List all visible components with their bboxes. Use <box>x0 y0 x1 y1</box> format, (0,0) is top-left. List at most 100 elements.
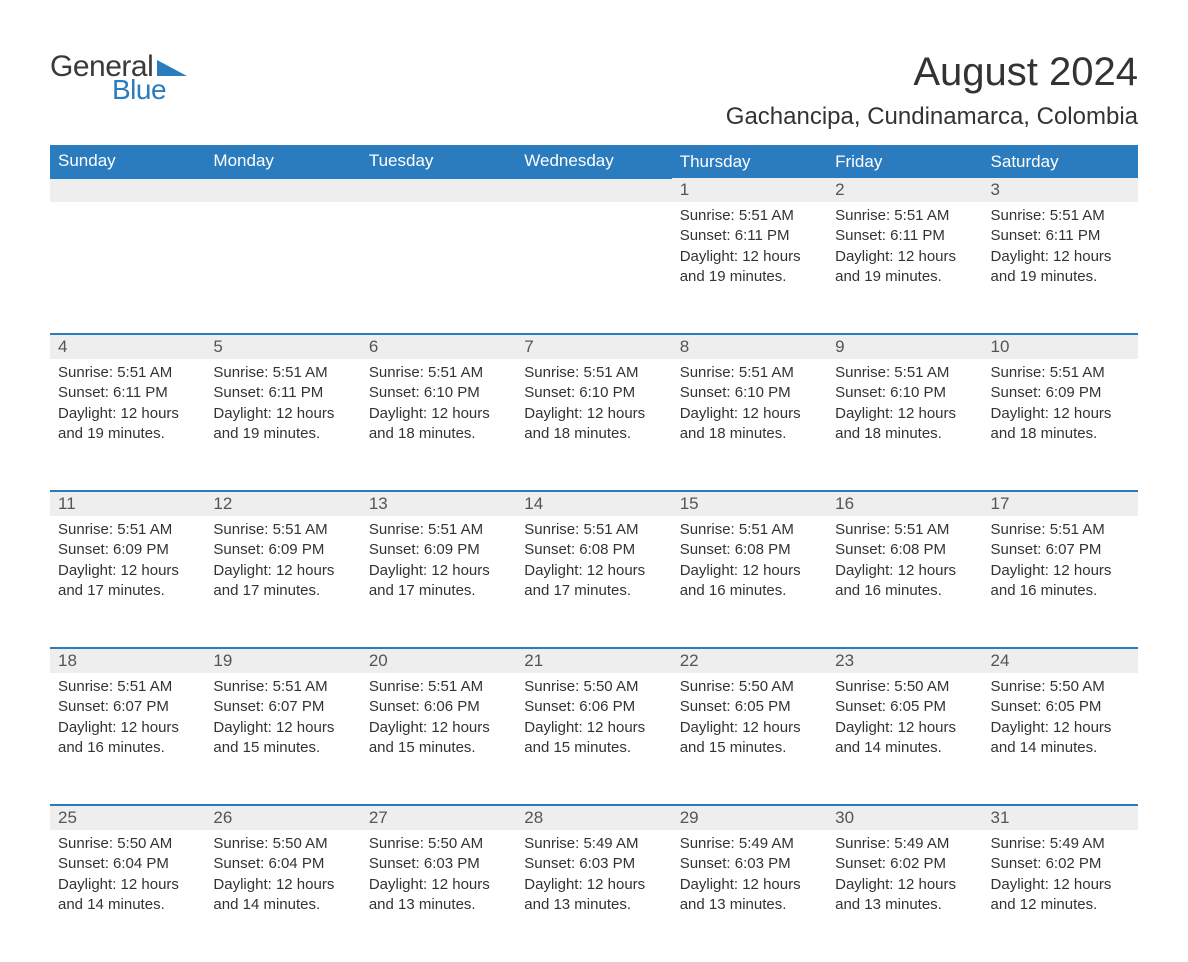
sunset-line: Sunset: 6:03 PM <box>369 854 508 874</box>
sunrise-line: Sunrise: 5:49 AM <box>524 834 663 854</box>
sunrise-line: Sunrise: 5:50 AM <box>835 677 974 697</box>
day-details-cell: Sunrise: 5:51 AMSunset: 6:08 PMDaylight:… <box>827 516 982 648</box>
sunset-line: Sunset: 6:06 PM <box>369 697 508 717</box>
day-number-cell: 17 <box>983 491 1138 516</box>
sunrise-line: Sunrise: 5:51 AM <box>991 363 1130 383</box>
day-details: Sunrise: 5:51 AMSunset: 6:11 PMDaylight:… <box>205 359 360 458</box>
daylight-line: Daylight: 12 hours and 16 minutes. <box>58 718 197 759</box>
day-details-cell: Sunrise: 5:51 AMSunset: 6:11 PMDaylight:… <box>50 359 205 491</box>
sunset-line: Sunset: 6:08 PM <box>524 540 663 560</box>
daylight-line: Daylight: 12 hours and 18 minutes. <box>835 404 974 445</box>
sunset-line: Sunset: 6:04 PM <box>213 854 352 874</box>
day-number-cell: 23 <box>827 648 982 673</box>
day-details-cell: Sunrise: 5:51 AMSunset: 6:07 PMDaylight:… <box>205 673 360 805</box>
day-details: Sunrise: 5:51 AMSunset: 6:11 PMDaylight:… <box>672 202 827 301</box>
sunset-line: Sunset: 6:09 PM <box>991 383 1130 403</box>
day-number-cell: 18 <box>50 648 205 673</box>
day-details: Sunrise: 5:51 AMSunset: 6:09 PMDaylight:… <box>361 516 516 615</box>
daylight-line: Daylight: 12 hours and 14 minutes. <box>58 875 197 916</box>
day-details: Sunrise: 5:51 AMSunset: 6:07 PMDaylight:… <box>205 673 360 772</box>
daynum-row: 18192021222324 <box>50 648 1138 673</box>
sunset-line: Sunset: 6:09 PM <box>213 540 352 560</box>
day-number-cell: 11 <box>50 491 205 516</box>
daylight-line: Daylight: 12 hours and 18 minutes. <box>991 404 1130 445</box>
day-details: Sunrise: 5:51 AMSunset: 6:10 PMDaylight:… <box>361 359 516 458</box>
col-header: Tuesday <box>361 145 516 178</box>
col-header: Sunday <box>50 145 205 178</box>
sunrise-line: Sunrise: 5:51 AM <box>680 520 819 540</box>
sunrise-line: Sunrise: 5:49 AM <box>991 834 1130 854</box>
col-header: Friday <box>827 145 982 178</box>
day-details-cell: Sunrise: 5:49 AMSunset: 6:02 PMDaylight:… <box>827 830 982 962</box>
day-number-cell: 8 <box>672 334 827 359</box>
daynum-row: 25262728293031 <box>50 805 1138 830</box>
day-details: Sunrise: 5:49 AMSunset: 6:02 PMDaylight:… <box>827 830 982 929</box>
sunrise-line: Sunrise: 5:51 AM <box>991 206 1130 226</box>
sunset-line: Sunset: 6:07 PM <box>991 540 1130 560</box>
sunset-line: Sunset: 6:11 PM <box>991 226 1130 246</box>
day-number-cell: 2 <box>827 178 982 202</box>
sunset-line: Sunset: 6:04 PM <box>58 854 197 874</box>
sunset-line: Sunset: 6:10 PM <box>524 383 663 403</box>
sunset-line: Sunset: 6:09 PM <box>58 540 197 560</box>
day-details-cell: Sunrise: 5:51 AMSunset: 6:11 PMDaylight:… <box>827 202 982 334</box>
sunrise-line: Sunrise: 5:51 AM <box>680 363 819 383</box>
day-details: Sunrise: 5:50 AMSunset: 6:05 PMDaylight:… <box>672 673 827 772</box>
day-details-cell <box>361 202 516 334</box>
sunset-line: Sunset: 6:10 PM <box>369 383 508 403</box>
day-details-cell: Sunrise: 5:49 AMSunset: 6:03 PMDaylight:… <box>672 830 827 962</box>
day-number-cell: 25 <box>50 805 205 830</box>
sunset-line: Sunset: 6:10 PM <box>680 383 819 403</box>
day-details-cell: Sunrise: 5:51 AMSunset: 6:07 PMDaylight:… <box>983 516 1138 648</box>
day-details-cell: Sunrise: 5:50 AMSunset: 6:05 PMDaylight:… <box>983 673 1138 805</box>
day-details: Sunrise: 5:51 AMSunset: 6:11 PMDaylight:… <box>50 359 205 458</box>
day-number-cell: 29 <box>672 805 827 830</box>
calendar-header-row: Sunday Monday Tuesday Wednesday Thursday… <box>50 145 1138 178</box>
day-number-cell: 9 <box>827 334 982 359</box>
day-number-cell: 15 <box>672 491 827 516</box>
day-details: Sunrise: 5:50 AMSunset: 6:03 PMDaylight:… <box>361 830 516 929</box>
day-details-cell: Sunrise: 5:51 AMSunset: 6:06 PMDaylight:… <box>361 673 516 805</box>
day-details-cell: Sunrise: 5:51 AMSunset: 6:10 PMDaylight:… <box>361 359 516 491</box>
daylight-line: Daylight: 12 hours and 16 minutes. <box>991 561 1130 602</box>
daylight-line: Daylight: 12 hours and 17 minutes. <box>213 561 352 602</box>
sunrise-line: Sunrise: 5:51 AM <box>835 520 974 540</box>
sunrise-line: Sunrise: 5:51 AM <box>680 206 819 226</box>
day-number-cell: 20 <box>361 648 516 673</box>
sunrise-line: Sunrise: 5:50 AM <box>369 834 508 854</box>
day-details-cell: Sunrise: 5:51 AMSunset: 6:09 PMDaylight:… <box>361 516 516 648</box>
day-details: Sunrise: 5:51 AMSunset: 6:06 PMDaylight:… <box>361 673 516 772</box>
sunrise-line: Sunrise: 5:51 AM <box>835 206 974 226</box>
daylight-line: Daylight: 12 hours and 15 minutes. <box>213 718 352 759</box>
sunset-line: Sunset: 6:02 PM <box>835 854 974 874</box>
day-details: Sunrise: 5:51 AMSunset: 6:11 PMDaylight:… <box>983 202 1138 301</box>
day-details: Sunrise: 5:51 AMSunset: 6:08 PMDaylight:… <box>516 516 671 615</box>
sunset-line: Sunset: 6:11 PM <box>58 383 197 403</box>
daylight-line: Daylight: 12 hours and 14 minutes. <box>835 718 974 759</box>
day-details: Sunrise: 5:51 AMSunset: 6:08 PMDaylight:… <box>827 516 982 615</box>
daynum-row: 11121314151617 <box>50 491 1138 516</box>
sunrise-line: Sunrise: 5:50 AM <box>524 677 663 697</box>
day-number-cell <box>50 178 205 202</box>
day-number-cell: 26 <box>205 805 360 830</box>
day-number-cell: 5 <box>205 334 360 359</box>
day-details-cell: Sunrise: 5:51 AMSunset: 6:08 PMDaylight:… <box>672 516 827 648</box>
sunset-line: Sunset: 6:06 PM <box>524 697 663 717</box>
day-details: Sunrise: 5:49 AMSunset: 6:02 PMDaylight:… <box>983 830 1138 929</box>
day-details: Sunrise: 5:49 AMSunset: 6:03 PMDaylight:… <box>516 830 671 929</box>
day-number-cell: 1 <box>672 178 827 202</box>
day-details-cell: Sunrise: 5:51 AMSunset: 6:11 PMDaylight:… <box>983 202 1138 334</box>
day-number-cell: 28 <box>516 805 671 830</box>
day-details: Sunrise: 5:49 AMSunset: 6:03 PMDaylight:… <box>672 830 827 929</box>
daylight-line: Daylight: 12 hours and 17 minutes. <box>524 561 663 602</box>
day-details-cell <box>516 202 671 334</box>
day-number-cell: 22 <box>672 648 827 673</box>
sunset-line: Sunset: 6:11 PM <box>680 226 819 246</box>
day-details: Sunrise: 5:51 AMSunset: 6:09 PMDaylight:… <box>205 516 360 615</box>
col-header: Thursday <box>672 145 827 178</box>
day-details-cell: Sunrise: 5:50 AMSunset: 6:05 PMDaylight:… <box>827 673 982 805</box>
page-subtitle: Gachancipa, Cundinamarca, Colombia <box>726 103 1138 131</box>
day-number-cell: 12 <box>205 491 360 516</box>
daynum-row: 123 <box>50 178 1138 202</box>
sunset-line: Sunset: 6:07 PM <box>58 697 197 717</box>
